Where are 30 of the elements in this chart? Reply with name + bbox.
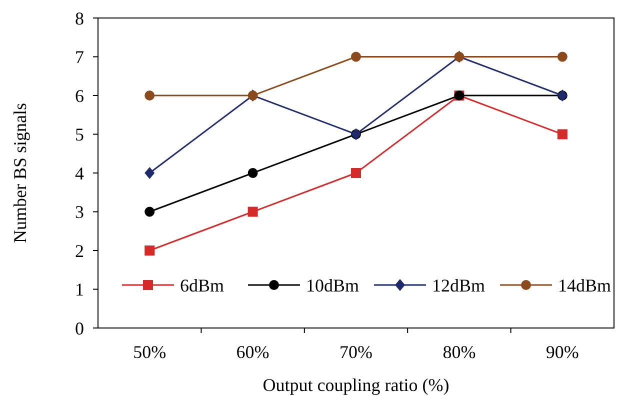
y-tick-label: 1: [75, 280, 84, 300]
y-tick-label: 3: [75, 202, 84, 222]
point: [557, 52, 568, 62]
y-tick-label: 5: [75, 124, 84, 145]
point: [248, 168, 258, 178]
point: [351, 168, 361, 178]
point: [557, 129, 568, 140]
x-tick-label: 60%: [236, 342, 270, 362]
legend-label: 12dBm: [432, 275, 486, 296]
point: [248, 206, 258, 217]
point: [144, 246, 155, 256]
y-tick-label: 8: [75, 8, 84, 28]
x-tick-label: 70%: [340, 342, 372, 362]
y-tick-label: 2: [75, 240, 84, 261]
x-axis-title: Output coupling ratio (%): [262, 375, 450, 395]
point: [351, 52, 361, 62]
x-tick-label: 80%: [442, 342, 476, 362]
point: [144, 90, 155, 100]
y-tick-label: 0: [75, 318, 84, 338]
legend-label: 10dBm: [306, 275, 360, 296]
point: [144, 206, 155, 217]
point: [144, 167, 155, 179]
x-tick-label: 50%: [133, 342, 166, 362]
legend-label: 14dBm: [558, 275, 612, 296]
y-tick-label: 6: [75, 86, 84, 106]
x-tick-label: 90%: [546, 342, 579, 362]
legend-label: 6dBm: [180, 275, 224, 296]
y-axis-title: Number BS signals: [10, 102, 30, 244]
y-tick-label: 4: [75, 163, 84, 184]
y-tick-label: 7: [75, 47, 84, 68]
